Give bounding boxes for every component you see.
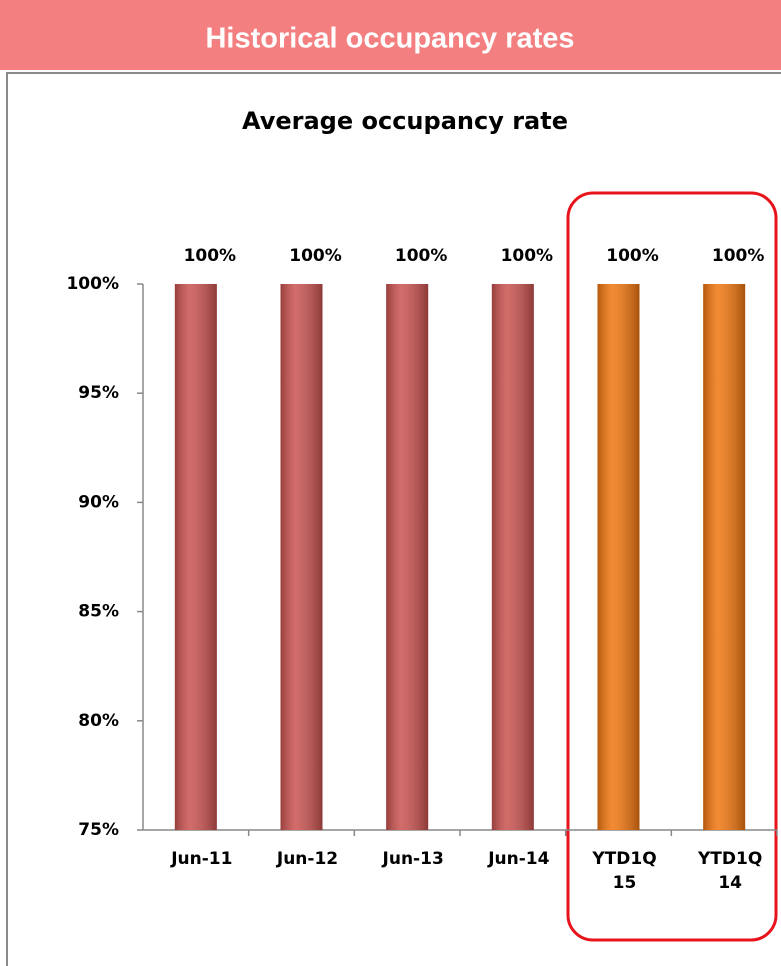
chart-title: Average occupancy rate — [242, 107, 568, 135]
value-label: 100% — [289, 246, 342, 266]
y-tick-label: 95% — [78, 383, 119, 403]
y-tick-label: 90% — [78, 492, 119, 512]
bar-shade — [280, 284, 323, 830]
x-tick-label: YTD1Q 14 — [698, 849, 763, 893]
bar-shade — [491, 284, 534, 830]
value-label: 100% — [712, 246, 765, 266]
bar-shade — [703, 284, 746, 830]
value-label: 100% — [184, 246, 237, 266]
x-tick-label: Jun-12 — [276, 849, 339, 869]
bar-shade — [174, 284, 217, 830]
value-label: 100% — [606, 246, 659, 266]
bar-shade — [597, 284, 640, 830]
x-tick-label: YTD1Q 15 — [592, 849, 657, 893]
header-title: Historical occupancy rates — [205, 23, 574, 55]
x-tick-label: Jun-13 — [382, 849, 444, 869]
x-tick-label: Jun-11 — [171, 849, 233, 869]
header-banner — [0, 0, 781, 70]
value-label: 100% — [395, 246, 448, 266]
highlight-box — [566, 191, 778, 942]
x-tick-label: Jun-14 — [488, 849, 550, 869]
y-tick-label: 80% — [78, 711, 119, 731]
value-label: 100% — [501, 246, 554, 266]
y-tick-label: 75% — [78, 820, 119, 840]
bar-shade — [386, 284, 429, 830]
y-tick-label: 85% — [78, 602, 119, 622]
y-tick-label: 100% — [66, 274, 119, 294]
